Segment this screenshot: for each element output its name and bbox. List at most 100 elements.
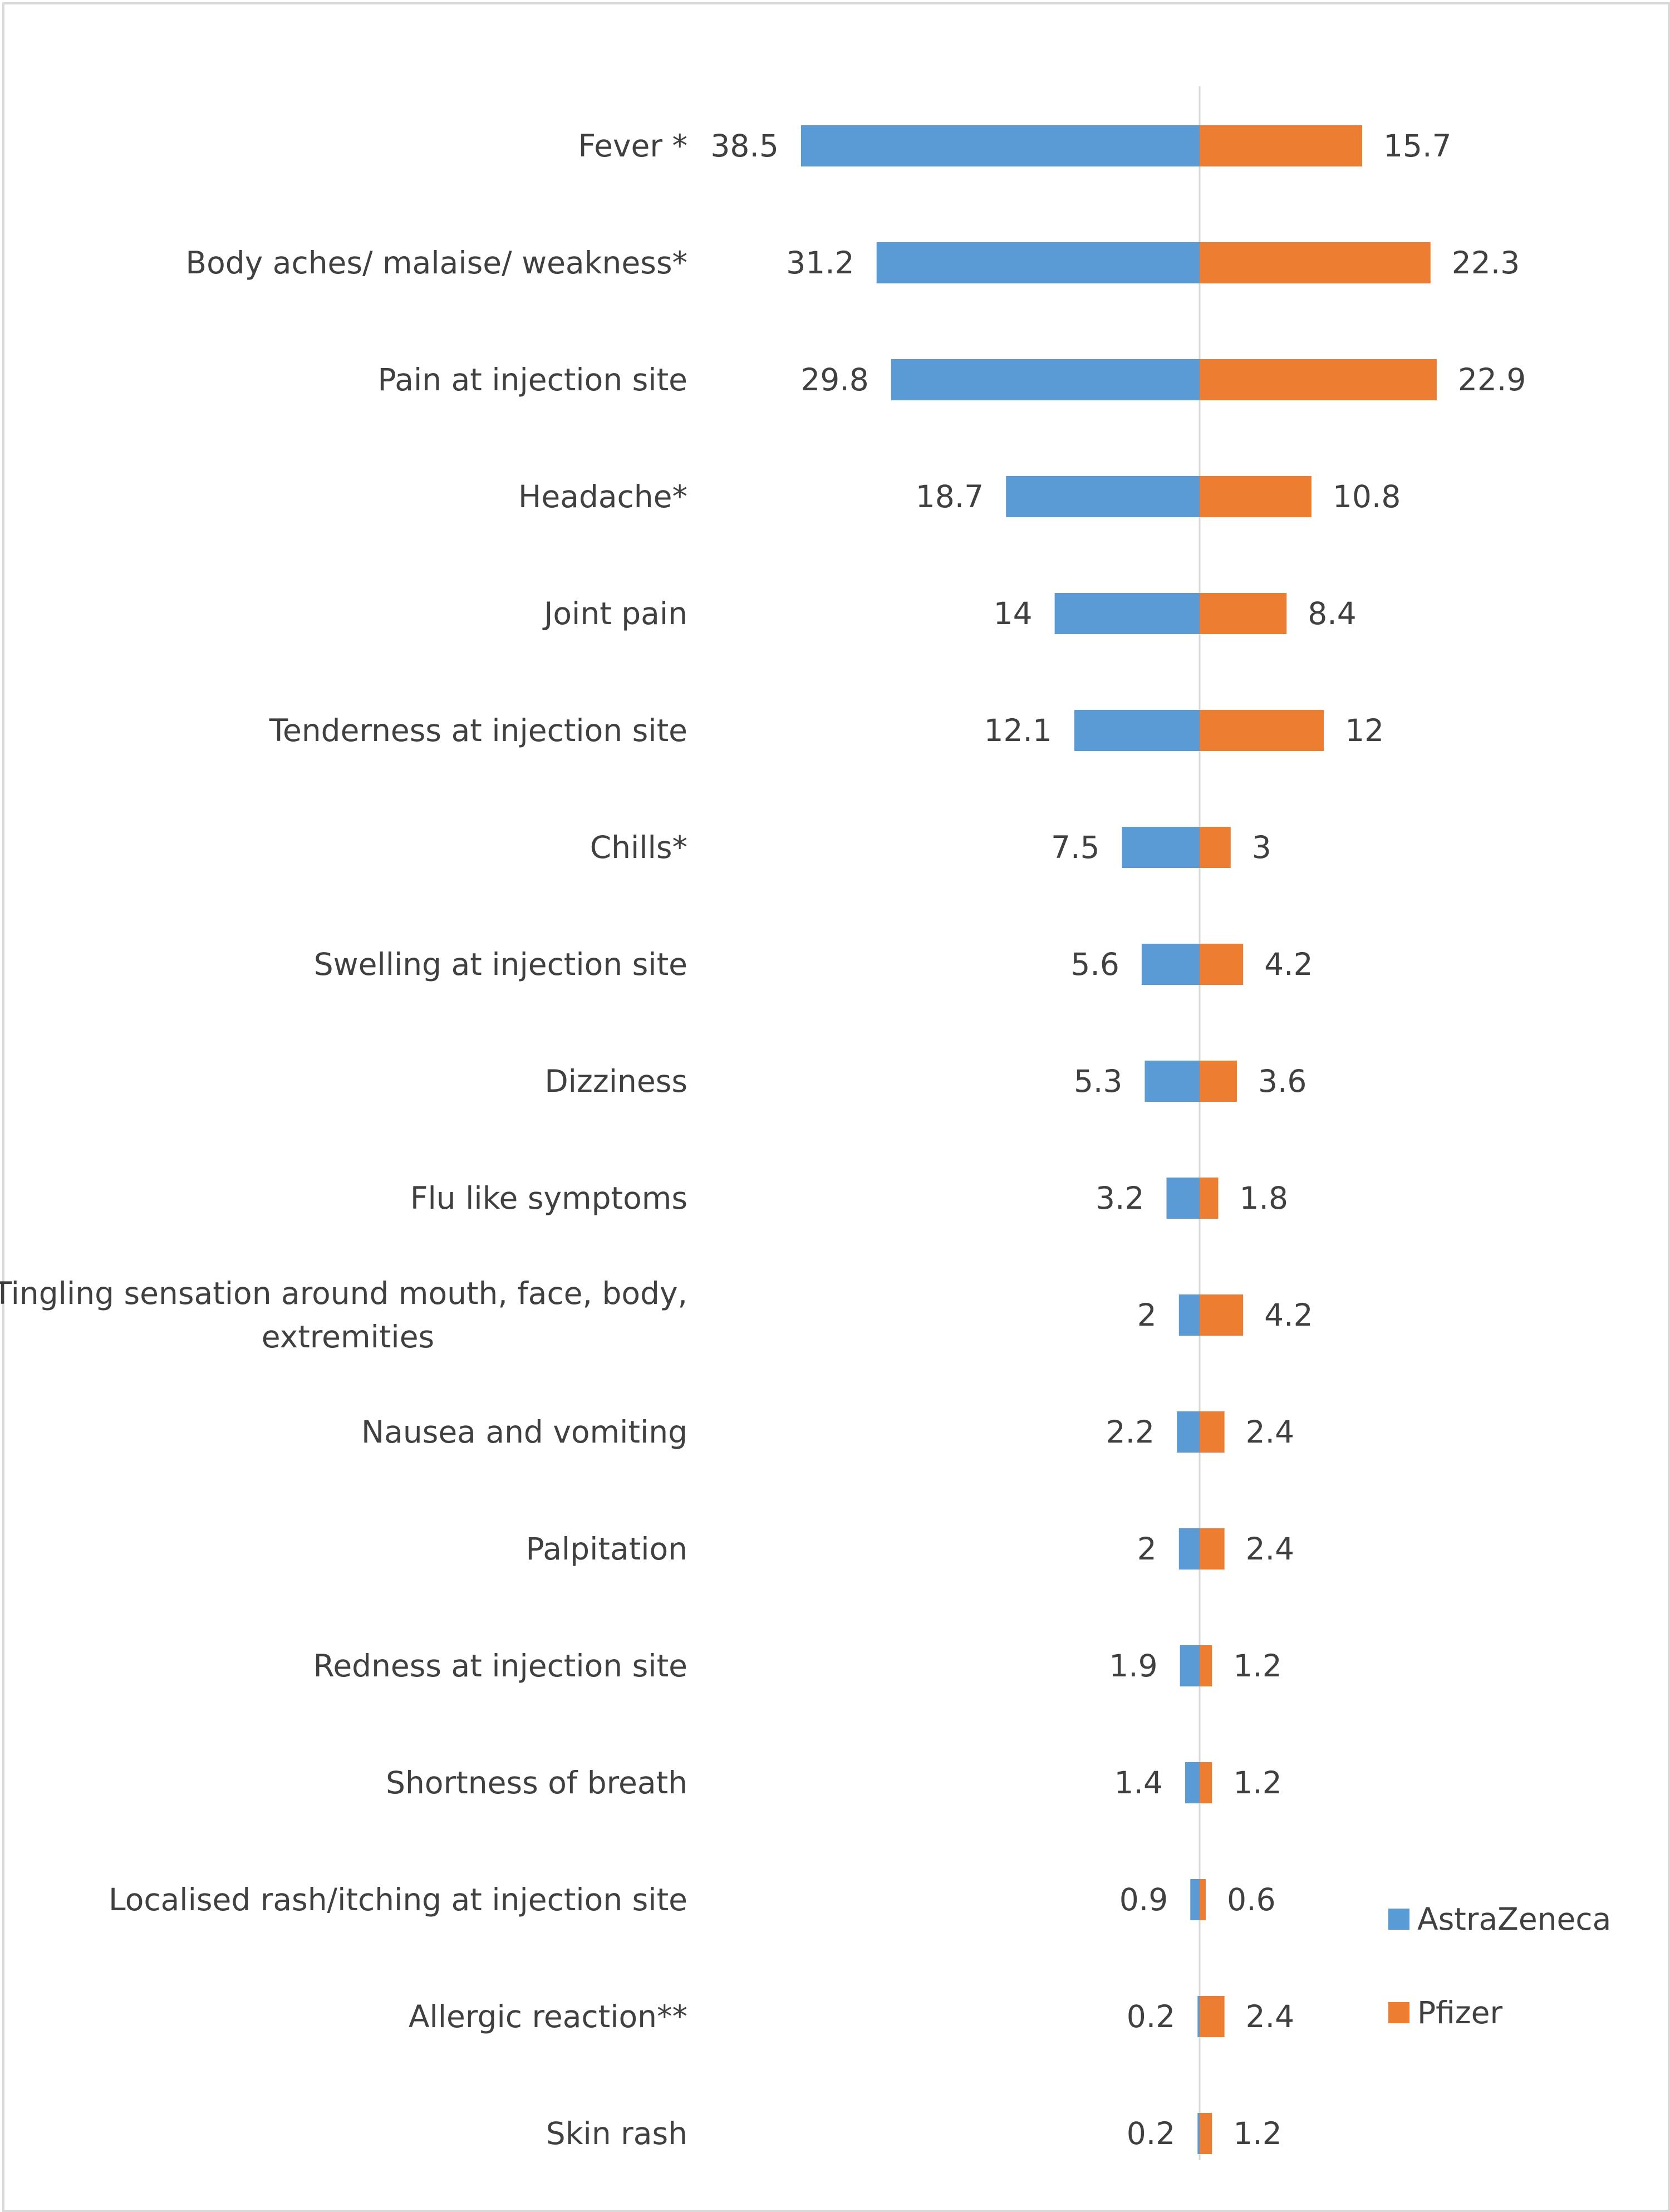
value-label-pfizer: 4.2 [1264,1297,1313,1333]
value-label-astrazeneca: 2 [1137,1531,1157,1567]
legend-label: AstraZeneca [1417,1901,1611,1937]
bar-pfizer [1200,1879,1206,1920]
value-label-pfizer: 8.4 [1308,596,1356,631]
value-label-astrazeneca: 2 [1137,1297,1157,1333]
value-label-astrazeneca: 0.9 [1119,1882,1168,1917]
bar-astrazeneca [1054,593,1200,634]
value-label-pfizer: 4.2 [1264,946,1313,982]
category-label: Joint pain [542,596,687,631]
legend-swatch [1388,2002,1409,2023]
bar-pfizer [1200,1528,1225,1570]
bar-pfizer [1200,593,1287,634]
bar-astrazeneca [891,359,1200,400]
bar-astrazeneca [1074,710,1200,751]
value-label-astrazeneca: 5.3 [1074,1063,1122,1099]
bar-pfizer [1200,944,1244,985]
bar-pfizer [1200,476,1312,517]
value-label-astrazeneca: 2.2 [1106,1414,1155,1450]
bars [800,125,1437,2154]
category-label: Dizziness [544,1063,687,1099]
value-label-astrazeneca: 1.9 [1109,1648,1157,1684]
value-label-pfizer: 10.8 [1333,479,1401,514]
value-label-pfizer: 15.7 [1383,128,1451,164]
category-label: Allergic reaction** [409,1999,687,2034]
value-label-pfizer: 12 [1345,713,1384,748]
bar-pfizer [1200,2113,1212,2154]
bar-pfizer [1200,827,1231,868]
bar-astrazeneca [1178,1528,1200,1570]
value-label-pfizer: 1.2 [1233,2116,1281,2151]
bar-pfizer [1200,242,1431,283]
value-label-pfizer: 2.4 [1246,1999,1294,2034]
value-label-astrazeneca: 5.6 [1070,946,1119,982]
bar-pfizer [1200,1061,1237,1102]
legend-label: Pfizer [1417,1995,1503,2030]
value-label-astrazeneca: 18.7 [916,479,984,514]
category-label: Palpitation [526,1531,688,1567]
bar-pfizer [1200,1178,1219,1219]
bar-pfizer [1200,1294,1244,1336]
category-label: Swelling at injection site [314,946,687,982]
bar-astrazeneca [800,125,1200,166]
category-label: Tenderness at injection site [269,713,687,748]
value-label-astrazeneca: 14 [994,596,1033,631]
legend-item-astrazeneca: AstraZeneca [1388,1901,1611,1937]
value-label-pfizer: 1.2 [1233,1648,1281,1684]
value-label-astrazeneca: 38.5 [710,128,778,164]
category-label: Fever * [578,128,687,164]
category-label: Pain at injection site [378,362,687,398]
legend: AstraZeneca Pfizer [1388,1901,1611,2030]
bar-pfizer [1200,125,1363,166]
category-label: Skin rash [546,2116,687,2151]
value-label-astrazeneca: 12.1 [984,713,1052,748]
value-label-astrazeneca: 29.8 [800,362,868,398]
bar-astrazeneca [1197,2113,1200,2154]
bar-pfizer [1200,1762,1212,1803]
value-label-pfizer: 0.6 [1227,1882,1275,1917]
bar-astrazeneca [876,242,1200,283]
value-label-astrazeneca: 3.2 [1096,1180,1144,1216]
category-label: Localised rash/itching at injection site [109,1882,687,1917]
category-label: Headache* [518,479,687,514]
value-label-pfizer: 3 [1252,830,1271,865]
value-label-astrazeneca: 0.2 [1127,2116,1175,2151]
value-label-astrazeneca: 31.2 [786,245,854,281]
category-label: Shortness of breath [386,1765,687,1801]
value-label-pfizer: 3.6 [1258,1063,1306,1099]
category-label: Nausea and vomiting [361,1414,687,1450]
category-labels: Fever * Body aches/ malaise/ weakness* Pai… [0,128,687,2151]
value-label-pfizer: 22.9 [1458,362,1526,398]
category-label: Flu like symptoms [410,1180,687,1216]
bar-astrazeneca [1185,1762,1200,1803]
value-label-astrazeneca: 7.5 [1051,830,1099,865]
bar-astrazeneca [1006,476,1200,517]
bar-astrazeneca [1122,827,1200,868]
bar-astrazeneca [1190,1879,1200,1920]
legend-item-pfizer: Pfizer [1388,1995,1503,2030]
value-label-pfizer: 2.4 [1246,1531,1294,1567]
legend-swatch [1388,1909,1409,1930]
bar-astrazeneca [1177,1411,1200,1453]
value-label-astrazeneca: 1.4 [1114,1765,1162,1801]
value-label-astrazeneca: 0.2 [1127,1999,1175,2034]
bar-astrazeneca [1166,1178,1200,1219]
bar-pfizer [1200,710,1324,751]
value-label-pfizer: 22.3 [1452,245,1520,281]
value-label-pfizer: 1.2 [1233,1765,1281,1801]
bar-astrazeneca [1178,1294,1200,1336]
bar-pfizer [1200,359,1437,400]
value-label-pfizer: 2.4 [1246,1414,1294,1450]
bar-astrazeneca [1145,1061,1200,1102]
bar-pfizer [1200,1411,1225,1453]
category-label: Body aches/ malaise/ weakness* [185,245,687,281]
value-label-pfizer: 1.8 [1239,1180,1288,1216]
category-label: Redness at injection site [313,1648,687,1684]
bar-pfizer [1200,1645,1212,1686]
bar-astrazeneca [1180,1645,1200,1686]
bar-astrazeneca [1197,1996,1200,2037]
bar-astrazeneca [1141,944,1200,985]
category-label: Chills* [590,830,687,865]
category-label: Tingling sensation around mouth, face, b… [0,1276,687,1355]
bar-pfizer [1200,1996,1225,2037]
